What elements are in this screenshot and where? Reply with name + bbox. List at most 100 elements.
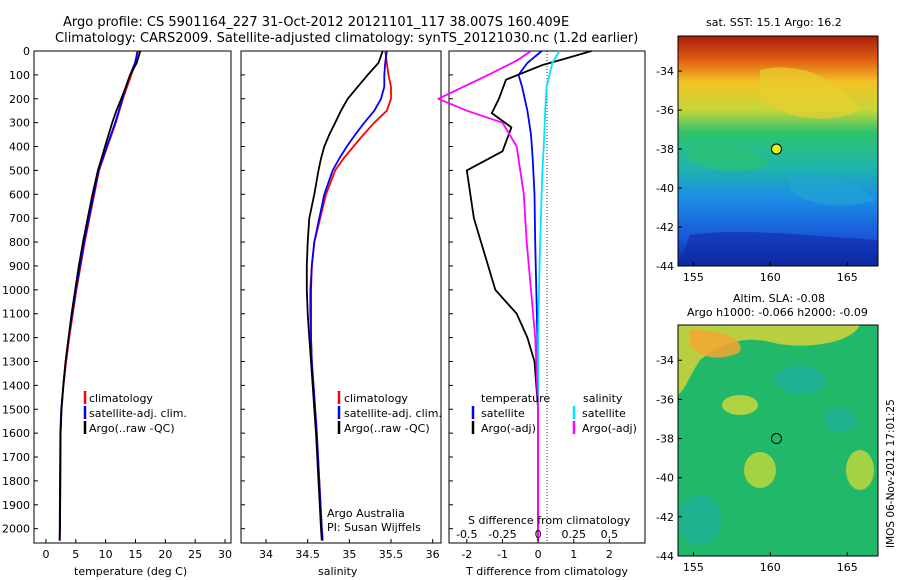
t-difference-label: T difference from climatology: [465, 565, 628, 578]
legend-title-salinity: salinity: [583, 392, 623, 405]
map-y-tick-label: -36: [656, 393, 674, 406]
legend-label-t-argo: Argo(-adj): [481, 422, 536, 435]
x-tick-label: 30: [218, 548, 232, 561]
map-y-tick-label: -38: [656, 433, 674, 446]
sst-deep-blue-patch: [678, 232, 878, 266]
depth-tick-label: 100: [9, 69, 30, 82]
depth-tick-label: 1800: [2, 475, 30, 488]
sla-low-patch-3: [824, 408, 856, 432]
x-tick-label: 34: [259, 548, 273, 561]
depth-tick-label: 1000: [2, 284, 30, 297]
series-line: [58, 50, 139, 541]
s-tick-label: 0.5: [601, 528, 619, 541]
argo-float-marker: [770, 143, 782, 155]
s-tick-label: -0.5: [456, 528, 477, 541]
sst-map-frame: [677, 35, 879, 267]
depth-tick-label: 1300: [2, 355, 30, 368]
series-line: [465, 50, 592, 541]
depth-tick-label: 1500: [2, 403, 30, 416]
legend-label-t-satellite: satellite: [481, 407, 525, 420]
map-y-tick-label: -34: [656, 65, 674, 78]
x-tick-label: 36: [426, 548, 440, 561]
sst-cool-patch: [690, 145, 770, 172]
depth-tick-label: 1600: [2, 427, 30, 440]
argo-float-marker: [770, 433, 782, 445]
map-x-tick-label: 160: [760, 561, 781, 574]
org-annotation: Argo Australia: [327, 507, 405, 520]
salinity-plot-frame: [240, 50, 442, 544]
x-tick-label: 0: [535, 548, 542, 561]
temperature-x-ticks: 0 5 10 15 20 25 30: [42, 539, 232, 561]
map-y-tick-label: -44: [656, 260, 674, 273]
salinity-x-ticks: 34 34.5 35 35.5 36: [259, 539, 440, 561]
series-line: [305, 50, 384, 541]
sla-map: [678, 325, 878, 556]
map-x-tick-label: 165: [837, 271, 858, 284]
map-y-tick-label: -34: [656, 354, 674, 367]
depth-tick-label: 1700: [2, 451, 30, 464]
legend-title-temperature: temperature: [481, 392, 550, 405]
depth-tick-label: 400: [9, 141, 30, 154]
temperature-plot-frame: [33, 50, 232, 544]
map-x-tick-label: 155: [683, 561, 704, 574]
s-tick-label: 0: [535, 528, 542, 541]
depth-tick-label: 1200: [2, 332, 30, 345]
series-line: [437, 50, 539, 541]
x-tick-label: 35: [342, 548, 356, 561]
legend-label-s-argo: Argo(-adj): [582, 422, 637, 435]
s-tick-label: 0.25: [561, 528, 586, 541]
x-tick-label: 5: [72, 548, 79, 561]
depth-tick-label: 2000: [2, 523, 30, 536]
series-line: [309, 50, 392, 541]
map-x-tick-label: 155: [683, 271, 704, 284]
sla-map-title: Altim. SLA: -0.08: [733, 292, 825, 305]
x-tick-label: 15: [128, 548, 142, 561]
sst-blue-patch: [790, 174, 875, 206]
sla-bright-patch-3: [846, 450, 874, 490]
x-tick-label: -2: [461, 548, 472, 561]
difference-legend: temperature salinity satellite Argo(-adj…: [471, 392, 637, 435]
legend-label-argo: Argo(..raw -QC): [344, 422, 430, 435]
map-y-tick-label: -42: [656, 511, 674, 524]
sla-low-patch-2: [678, 495, 722, 545]
map-x-tick-label: 160: [760, 271, 781, 284]
x-tick-label: 34.5: [295, 548, 320, 561]
sla-bright-patch-1: [722, 395, 758, 415]
map-x-tick-label: 165: [837, 561, 858, 574]
series-line: [58, 50, 139, 541]
series-line: [310, 50, 388, 541]
depth-axis-ticks: 0 100 200 300 400 500 600 700 800 900 1000 1100 1200…: [2, 45, 453, 536]
s-tick-label: -0.25: [488, 528, 516, 541]
x-tick-label: 1: [570, 548, 577, 561]
sst-map-ticks: 155 160 165 -34 -36 -38 -40 -42 -44: [656, 65, 858, 284]
sst-map-title: sat. SST: 15.1 Argo: 16.2: [706, 16, 842, 29]
pi-annotation: PI: Susan Wijffels: [327, 521, 421, 534]
sla-peak-patch: [690, 330, 741, 358]
x-tick-label: 25: [188, 548, 202, 561]
x-tick-label: 35.5: [379, 548, 404, 561]
header-line-1: Argo profile: CS 5901164_227 31-Oct-2012…: [63, 15, 569, 30]
map-y-tick-label: -38: [656, 143, 674, 156]
map-y-tick-label: -40: [656, 472, 674, 485]
legend-label-satellite: satellite-adj. clim.: [89, 407, 187, 420]
difference-s-ticks: -0.5 -0.25 0 0.25 0.5: [456, 528, 618, 541]
depth-tick-label: 800: [9, 236, 30, 249]
map-y-tick-label: -42: [656, 221, 674, 234]
legend-label-climatology: climatology: [344, 392, 408, 405]
depth-tick-label: 200: [9, 93, 30, 106]
depth-tick-label: 500: [9, 164, 30, 177]
depth-tick-label: 1100: [2, 308, 30, 321]
x-tick-label: 10: [99, 548, 113, 561]
imos-timestamp: IMOS 06-Nov-2012 17:01:25: [885, 399, 897, 548]
sst-warm-eddy: [760, 67, 860, 119]
salinity-legend: climatology satellite-adj. clim. Argo(..…: [337, 391, 442, 435]
map-y-tick-label: -40: [656, 182, 674, 195]
legend-label-satellite: satellite-adj. clim.: [344, 407, 442, 420]
header-line-2: Climatology: CARS2009. Satellite-adjuste…: [55, 31, 638, 46]
depth-tick-label: 900: [9, 260, 30, 273]
sla-bright-patch-2: [744, 452, 776, 488]
x-tick-label: 0: [42, 548, 49, 561]
depth-tick-label: 0: [23, 45, 30, 58]
depth-tick-label: 1400: [2, 379, 30, 392]
x-tick-label: 2: [606, 548, 613, 561]
